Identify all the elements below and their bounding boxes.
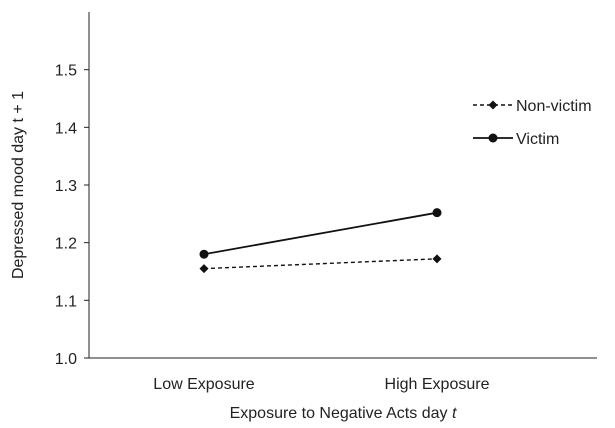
- legend-label: Victim: [516, 131, 559, 148]
- legend-item-victim: Victim: [473, 131, 559, 148]
- victim-series: [199, 208, 442, 259]
- y-tick-label: 1.0: [55, 351, 77, 368]
- victim-point: [199, 249, 209, 259]
- y-tick-label: 1.5: [55, 63, 77, 80]
- legend-item-non-victim: Non-victim: [473, 98, 592, 115]
- x-axis-title-italic: t: [452, 405, 457, 422]
- y-tick-label: 1.4: [55, 120, 77, 137]
- y-axis-title: Depressed mood day t + 1: [10, 91, 27, 279]
- y-tick-group: 1.0 1.1 1.2 1.3 1.4 1.5: [55, 63, 89, 368]
- y-tick-label: 1.2: [55, 236, 77, 253]
- x-axis-title: Exposure to Negative Acts day t: [230, 405, 457, 422]
- non-victim-series: [199, 254, 442, 274]
- non-victim-point: [432, 254, 442, 264]
- legend: Non-victim Victim: [473, 98, 592, 148]
- x-tick-group: Low Exposure High Exposure: [153, 376, 489, 393]
- series-layer: [199, 208, 442, 274]
- legend-victim-point: [488, 133, 498, 143]
- non-victim-point: [199, 264, 209, 274]
- victim-point: [432, 208, 442, 218]
- y-tick-label: 1.3: [55, 178, 77, 195]
- x-tick-label: High Exposure: [385, 376, 490, 393]
- legend-label: Non-victim: [516, 98, 592, 115]
- legend-non-victim-point: [488, 100, 498, 110]
- non-victim-line: [203, 258, 438, 270]
- x-tick-label: Low Exposure: [153, 376, 254, 393]
- y-tick-label: 1.1: [55, 293, 77, 310]
- victim-line: [203, 211, 438, 256]
